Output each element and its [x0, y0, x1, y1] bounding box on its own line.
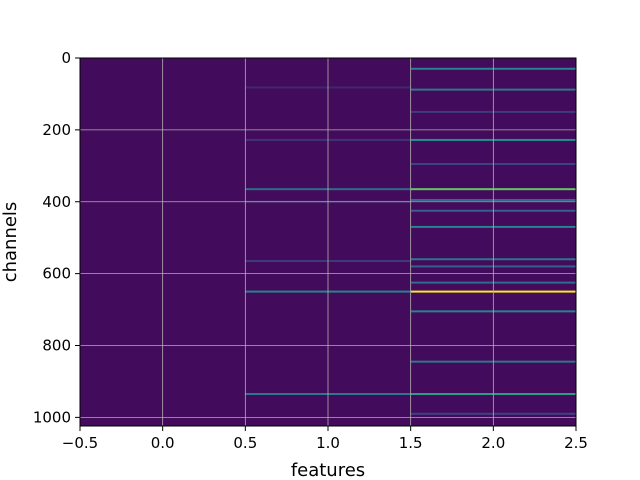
- x-tick-label: 2.5: [564, 434, 588, 452]
- x-axis: −0.5 0.0 0.5 1.0 1.5 2.0 2.5: [62, 426, 588, 452]
- x-tick-label: 0.5: [233, 434, 257, 452]
- y-tick-label: 1000: [33, 408, 71, 426]
- y-tick-label: 0: [61, 49, 71, 67]
- y-tick-label: 400: [42, 193, 71, 211]
- x-tick-label: 2.0: [481, 434, 505, 452]
- y-tick-label: 600: [42, 265, 71, 283]
- y-tick-label: 800: [42, 337, 71, 355]
- y-axis-label: channels: [0, 202, 21, 283]
- x-axis-label: features: [291, 460, 365, 480]
- y-tick-label: 200: [42, 121, 71, 139]
- x-tick-label: −0.5: [62, 434, 98, 452]
- x-tick-label: 1.5: [399, 434, 423, 452]
- x-tick-label: 1.0: [316, 434, 340, 452]
- y-axis: 0 200 400 600 800 1000: [33, 49, 80, 426]
- x-tick-label: 0.0: [151, 434, 175, 452]
